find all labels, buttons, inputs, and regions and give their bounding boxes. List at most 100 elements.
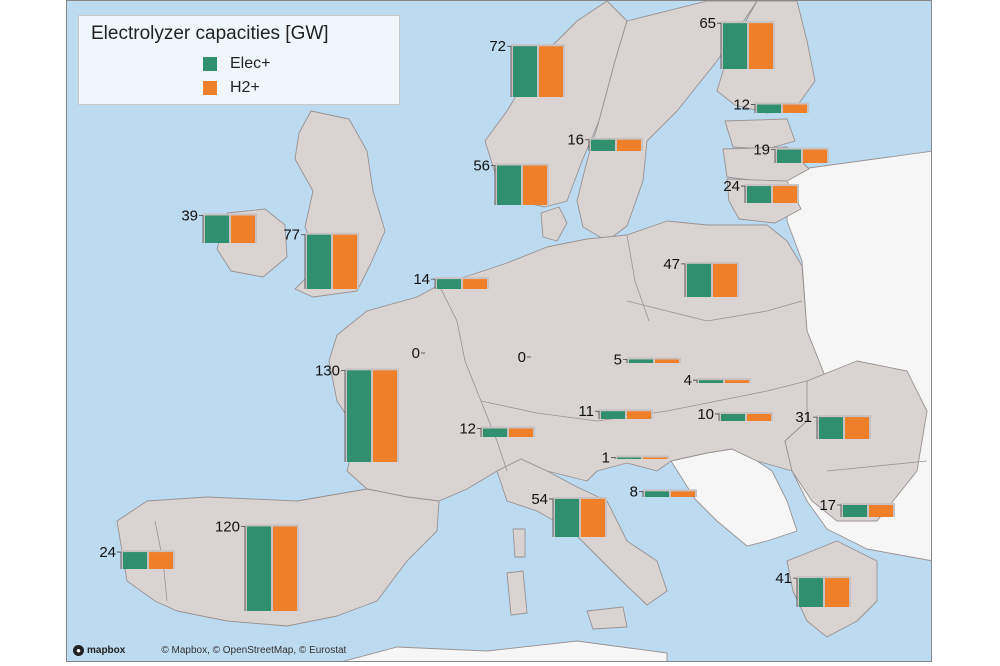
bar-group-slovakia[interactable]: 4	[684, 372, 751, 389]
bar-h2-sweden-north[interactable]	[749, 23, 773, 69]
bar-tick-austria	[595, 410, 600, 419]
bar-h2-lithuania[interactable]	[773, 186, 797, 203]
bar-elec-latvia[interactable]	[777, 149, 801, 163]
bar-elec-netherlands[interactable]	[437, 279, 461, 289]
bar-tick-bulgaria	[837, 504, 842, 517]
bar-h2-czechia[interactable]	[655, 359, 679, 363]
bar-elec-romania[interactable]	[819, 417, 843, 439]
bar-group-spain[interactable]: 120	[215, 518, 299, 611]
land-estonia	[724, 118, 796, 150]
value-label-sweden-south: 16	[567, 132, 584, 149]
bar-h2-netherlands[interactable]	[463, 279, 487, 289]
bar-h2-norway-north[interactable]	[539, 46, 563, 97]
bar-group-france[interactable]: 130	[315, 362, 399, 462]
map-frame[interactable]: 72 65 12 16 19 24 56 39 77 14 47 0 0 5 4 130 11 10 31 12 1 8 5…	[66, 0, 932, 662]
bar-elec-norway-south[interactable]	[497, 165, 521, 205]
bar-group-hungary[interactable]: 10	[697, 406, 773, 423]
bar-elec-croatia[interactable]	[645, 491, 669, 497]
bar-group-great-britain[interactable]: 77	[283, 227, 359, 289]
bar-h2-greece[interactable]	[825, 578, 849, 607]
bar-elec-sweden-north[interactable]	[723, 23, 747, 69]
bar-elec-spain[interactable]	[247, 526, 271, 611]
value-label-austria: 11	[578, 403, 594, 420]
bar-h2-poland[interactable]	[713, 263, 737, 297]
bar-group-greece[interactable]: 41	[775, 570, 851, 607]
bar-elec-great-britain[interactable]	[307, 234, 331, 289]
bar-group-latvia[interactable]: 19	[753, 142, 829, 163]
bar-group-finland-south[interactable]: 12	[733, 97, 809, 114]
bar-group-croatia[interactable]: 8	[630, 483, 697, 500]
bar-elec-italy[interactable]	[555, 498, 579, 537]
bar-elec-ireland[interactable]	[205, 215, 229, 243]
bar-elec-lithuania[interactable]	[747, 186, 771, 203]
bar-group-austria[interactable]: 11	[578, 403, 653, 420]
bar-tick-sweden-north	[717, 22, 722, 69]
bar-elec-bulgaria[interactable]	[843, 505, 867, 517]
bar-background-slovakia	[697, 378, 751, 383]
bar-h2-romania[interactable]	[845, 417, 869, 439]
bar-elec-slovakia[interactable]	[699, 380, 723, 383]
bar-h2-slovakia[interactable]	[725, 380, 749, 383]
bar-h2-norway-south[interactable]	[523, 165, 547, 205]
bar-h2-switzerland[interactable]	[509, 428, 533, 437]
land-romania-bulgaria	[784, 360, 928, 522]
value-label-norway-north: 72	[489, 38, 506, 55]
bar-elec-switzerland[interactable]	[483, 428, 507, 437]
bar-elec-finland-south[interactable]	[757, 104, 781, 113]
bar-elec-hungary[interactable]	[721, 413, 745, 421]
mapbox-logo[interactable]: ● mapbox	[73, 645, 125, 656]
bar-elec-slovenia[interactable]	[617, 457, 641, 460]
bar-group-poland[interactable]: 47	[663, 256, 739, 297]
attribution-text[interactable]: © Mapbox, © OpenStreetMap, © Eurostat	[161, 645, 347, 656]
bar-h2-hungary[interactable]	[747, 413, 771, 421]
bar-tick-lithuania	[741, 185, 746, 203]
bar-group-belgium[interactable]: 0	[412, 345, 425, 362]
bar-h2-bulgaria[interactable]	[869, 505, 893, 517]
map-attribution[interactable]: ● mapbox © Mapbox, © OpenStreetMap, © Eu…	[73, 645, 346, 656]
bar-elec-france[interactable]	[347, 370, 371, 462]
bar-group-portugal[interactable]: 24	[99, 544, 175, 569]
bar-elec-czechia[interactable]	[629, 359, 653, 363]
bar-h2-ireland[interactable]	[231, 215, 255, 243]
bar-group-norway-south[interactable]: 56	[473, 158, 549, 205]
bar-group-norway-north[interactable]: 72	[489, 38, 565, 97]
value-label-norway-south: 56	[473, 158, 490, 175]
bar-h2-croatia[interactable]	[671, 491, 695, 497]
bar-h2-spain[interactable]	[273, 526, 297, 611]
bar-h2-france[interactable]	[373, 370, 397, 462]
bar-group-netherlands[interactable]: 14	[413, 271, 489, 289]
value-label-belgium: 0	[412, 345, 420, 362]
bar-group-slovenia[interactable]: 1	[602, 450, 669, 467]
bar-group-italy[interactable]: 54	[531, 491, 607, 537]
bar-h2-great-britain[interactable]	[333, 234, 357, 289]
bar-group-switzerland[interactable]: 12	[459, 421, 535, 438]
value-label-germany: 0	[518, 349, 526, 366]
bar-elec-norway-north[interactable]	[513, 46, 537, 97]
bar-group-bulgaria[interactable]: 17	[819, 497, 895, 517]
bar-tick-switzerland	[477, 428, 482, 437]
bar-h2-italy[interactable]	[581, 498, 605, 537]
bar-h2-sweden-south[interactable]	[617, 139, 641, 151]
bar-group-germany[interactable]: 0	[518, 349, 531, 366]
bar-elec-greece[interactable]	[799, 578, 823, 607]
bar-h2-austria[interactable]	[627, 411, 651, 419]
land-sweden	[576, 1, 758, 242]
bar-elec-austria[interactable]	[601, 411, 625, 419]
bar-h2-finland-south[interactable]	[783, 104, 807, 113]
bar-group-czechia[interactable]: 5	[614, 351, 681, 368]
value-label-netherlands: 14	[413, 271, 430, 288]
bar-h2-portugal[interactable]	[149, 552, 173, 569]
bar-elec-sweden-south[interactable]	[591, 139, 615, 151]
value-label-portugal: 24	[99, 544, 116, 561]
bar-elec-poland[interactable]	[687, 263, 711, 297]
bar-elec-portugal[interactable]	[123, 552, 147, 569]
bar-h2-slovenia[interactable]	[643, 457, 667, 460]
bar-group-romania[interactable]: 31	[795, 409, 871, 439]
bar-group-lithuania[interactable]: 24	[723, 178, 799, 203]
bar-group-sweden-north[interactable]: 65	[699, 15, 775, 69]
bar-group-ireland[interactable]: 39	[181, 208, 257, 243]
land-corsica	[512, 528, 526, 558]
europe-map[interactable]: 72 65 12 16 19 24 56 39 77 14 47 0 0 54 130 11 10 31 12 1 8 5…	[67, 1, 932, 662]
bar-h2-latvia[interactable]	[803, 149, 827, 163]
bar-group-sweden-south[interactable]: 16	[567, 132, 643, 151]
